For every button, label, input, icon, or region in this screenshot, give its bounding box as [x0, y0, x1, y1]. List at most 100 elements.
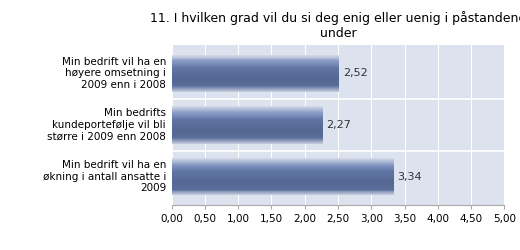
Bar [172, 74, 340, 75]
Bar [172, 70, 340, 72]
Bar [172, 167, 394, 168]
Bar [172, 139, 323, 140]
Bar [172, 75, 340, 76]
Bar [172, 68, 340, 69]
Bar [172, 130, 323, 132]
Bar [172, 161, 394, 162]
Bar [172, 140, 323, 141]
Bar [172, 133, 323, 134]
Bar [172, 168, 394, 169]
Bar [172, 176, 394, 178]
Bar [172, 81, 340, 82]
Bar [172, 123, 323, 124]
Bar [172, 55, 340, 56]
Bar [172, 67, 340, 68]
Bar [172, 62, 340, 63]
Text: 2,27: 2,27 [326, 120, 351, 130]
Bar [172, 136, 323, 137]
Bar [172, 170, 394, 171]
Bar [172, 56, 340, 57]
Bar [172, 107, 323, 108]
Bar [172, 109, 323, 110]
Bar [172, 77, 340, 78]
Bar [172, 163, 394, 164]
Bar [172, 194, 394, 195]
Bar [172, 166, 394, 167]
Bar [172, 88, 340, 89]
Bar [172, 112, 323, 113]
Bar [172, 172, 394, 173]
Bar [172, 86, 340, 87]
Bar [172, 169, 394, 170]
Bar [172, 134, 323, 135]
Bar [172, 90, 340, 91]
Bar [172, 124, 323, 125]
Bar [172, 108, 323, 109]
Bar [172, 186, 394, 187]
Bar [172, 189, 394, 190]
Bar [172, 128, 323, 129]
Bar [172, 190, 394, 192]
Bar [172, 184, 394, 185]
Bar [172, 137, 323, 138]
Bar [172, 143, 323, 144]
Bar [172, 127, 323, 128]
Text: 3,34: 3,34 [397, 172, 422, 181]
Bar [172, 89, 340, 90]
Bar [172, 171, 394, 172]
Bar [172, 57, 340, 58]
Bar [172, 142, 323, 143]
Bar [172, 120, 323, 121]
Bar [172, 121, 323, 122]
Bar [172, 65, 340, 66]
Bar [172, 173, 394, 174]
Bar [172, 84, 340, 86]
Bar [172, 61, 340, 62]
Bar [172, 175, 394, 176]
Bar [172, 76, 340, 77]
Bar [172, 58, 340, 59]
Text: 2,52: 2,52 [343, 68, 368, 78]
Bar [172, 66, 340, 67]
Bar [172, 132, 323, 133]
Bar [172, 106, 323, 107]
Bar [172, 181, 394, 182]
Bar [172, 193, 394, 194]
Bar [172, 79, 340, 80]
Bar [172, 80, 340, 81]
Bar [172, 64, 340, 65]
Bar [172, 183, 394, 184]
Bar [172, 116, 323, 117]
Bar [172, 125, 323, 126]
Bar [172, 185, 394, 186]
Bar [172, 83, 340, 84]
Bar [172, 114, 323, 115]
Bar [172, 188, 394, 189]
Bar [172, 122, 323, 123]
Bar [172, 192, 394, 193]
Bar [172, 178, 394, 180]
Bar [172, 162, 394, 163]
Bar [172, 118, 323, 120]
Bar [172, 182, 394, 183]
Bar [172, 158, 394, 159]
Bar [172, 82, 340, 83]
Bar [172, 164, 394, 166]
Bar [172, 113, 323, 114]
Bar [172, 91, 340, 92]
Bar [172, 141, 323, 142]
Bar [172, 63, 340, 64]
Bar [172, 135, 323, 136]
Bar [172, 159, 394, 160]
Bar [172, 187, 394, 188]
Bar [172, 87, 340, 88]
Bar [172, 60, 340, 61]
Title: 11. I hvilken grad vil du si deg enig eller uenig i påstandene
under: 11. I hvilken grad vil du si deg enig el… [150, 11, 520, 40]
Bar [172, 72, 340, 74]
Bar [172, 138, 323, 139]
Bar [172, 180, 394, 181]
Bar [172, 160, 394, 161]
Bar [172, 126, 323, 127]
Bar [172, 69, 340, 70]
Bar [172, 78, 340, 79]
